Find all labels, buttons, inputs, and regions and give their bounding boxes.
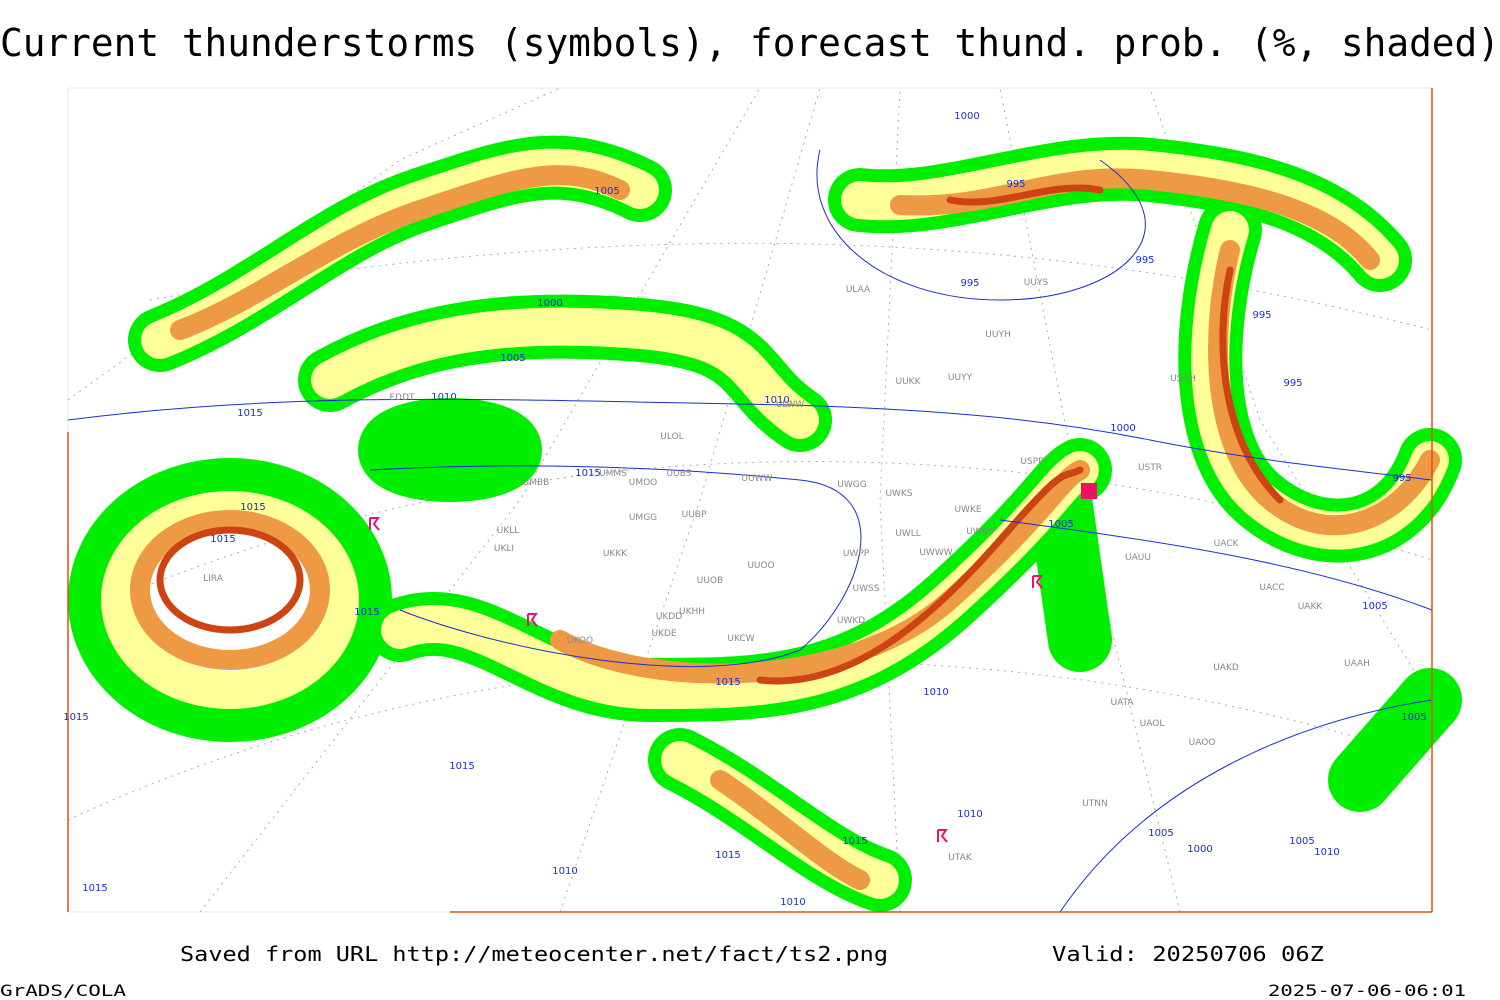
isobar-label: 1015 [354, 607, 379, 618]
isobar-label: 995 [960, 278, 979, 289]
station-label: UUYH [985, 330, 1010, 340]
station-label: UWKS [885, 489, 912, 499]
station-label: UKKK [603, 549, 628, 559]
station-label: UACC [1259, 583, 1284, 593]
isobar-label: 1000 [954, 111, 979, 122]
station-label: UATA [1110, 698, 1134, 708]
isobar-label: 1005 [500, 353, 525, 364]
probability-shading [68, 135, 1462, 912]
station-label: UUOB [697, 576, 723, 586]
isobar-label: 1015 [82, 883, 107, 894]
isobar-label: 1015 [449, 761, 474, 772]
station-label: UWSS [853, 584, 880, 594]
isobar-label: 1000 [1187, 844, 1212, 855]
isobar-label: 1005 [1289, 836, 1314, 847]
isobar-label: 1005 [1362, 601, 1387, 612]
station-label: UUYS [1024, 278, 1049, 288]
isobar-label: 1005 [594, 186, 619, 197]
title: Current thunderstorms (symbols), forecas… [0, 21, 1500, 65]
station-label: UKCW [727, 634, 754, 644]
station-label: LIRA [203, 574, 224, 584]
isobar-label: 1015 [715, 850, 740, 861]
software: GrADS/COLA [0, 981, 126, 1000]
station-label: UACK [1214, 539, 1240, 549]
station-label: UWKB [966, 527, 994, 537]
station-label: UKLI [494, 544, 514, 554]
station-label: UUOO [747, 561, 774, 571]
isobar-label: 1015 [240, 502, 265, 513]
isobar-label: 995 [1135, 255, 1154, 266]
isobar-label: 1010 [1314, 847, 1339, 858]
station-label: UWLL [895, 529, 921, 539]
station-label: UWPP [843, 549, 870, 559]
station-label: UTNN [1082, 799, 1108, 809]
station-label: USPP [1020, 457, 1044, 467]
isobar-label: 995 [1392, 473, 1411, 484]
isobars [67, 149, 1433, 913]
isobar-label: 995 [1006, 179, 1025, 190]
isobar-label: 1015 [63, 712, 88, 723]
isobar-label: 1005 [1048, 519, 1073, 530]
isobar-label: 1015 [237, 408, 262, 419]
isobar-label: 1005 [1401, 712, 1426, 723]
station-label: UWWW [919, 548, 952, 558]
timestamp: 2025-07-06-06:01 [1268, 981, 1466, 1000]
isobar-label: 1000 [537, 298, 562, 309]
station-label: UUBS [667, 469, 692, 479]
station-label: UKLL [497, 526, 520, 536]
isobar-label: 1015 [715, 677, 740, 688]
station-label: UMGG [629, 513, 657, 523]
isobar-label: 1010 [957, 809, 982, 820]
station-label: UMOO [629, 478, 658, 488]
isobar-label: 1010 [780, 897, 805, 908]
station-label: UAKD [1213, 663, 1239, 673]
valid-time: Valid: 20250706 06Z [1052, 942, 1324, 966]
isobar-label: 995 [1252, 310, 1271, 321]
station-label: ULOL [660, 432, 683, 442]
isobar-label: 1005 [1148, 828, 1173, 839]
isobar-label: 1000 [1110, 423, 1135, 434]
station-label: ULAA [846, 285, 871, 295]
station-label: UUWW [742, 474, 773, 484]
station-label: UUYY [948, 373, 973, 383]
isobar-label: 1010 [431, 392, 456, 403]
station-label: UAUU [1125, 553, 1151, 563]
station-label: UUBP [682, 510, 707, 520]
station-label: UWKE [954, 505, 981, 515]
station-label: UKDD [656, 612, 682, 622]
station-label: EDDT [389, 393, 415, 403]
station-label: UWKD [837, 616, 865, 626]
station-label: UTAK [948, 853, 973, 863]
isobar-label: 1010 [552, 866, 577, 877]
source-url: Saved from URL http://meteocenter.net/fa… [180, 942, 888, 966]
station-label: UAOL [1140, 719, 1165, 729]
map-labels: 1005100010051010101510151015101510151015… [63, 111, 1426, 908]
station-label: UKHH [679, 607, 705, 617]
isobar-label: 1010 [923, 687, 948, 698]
isobar-label: 1010 [764, 395, 789, 406]
isobar-label: 1015 [575, 468, 600, 479]
isobar-label: 995 [1283, 378, 1302, 389]
station-label: UAAH [1344, 659, 1370, 669]
thunderstorm-symbols [369, 483, 1097, 843]
station-label: ULWW [776, 400, 805, 410]
isobar-label: 1015 [842, 836, 867, 847]
station-label: UMMS [599, 469, 627, 479]
station-label: UAOO [1189, 738, 1216, 748]
station-label: UKOO [567, 636, 593, 646]
isobar-label: 1015 [210, 534, 235, 545]
station-label: USHH [1170, 374, 1196, 384]
station-label: UUKK [896, 377, 922, 387]
station-label: UMBB [523, 478, 550, 488]
station-label: UAKK [1298, 602, 1324, 612]
station-label: UWGG [837, 480, 866, 490]
station-label: USTR [1138, 463, 1162, 473]
station-label: UKDE [651, 629, 676, 639]
